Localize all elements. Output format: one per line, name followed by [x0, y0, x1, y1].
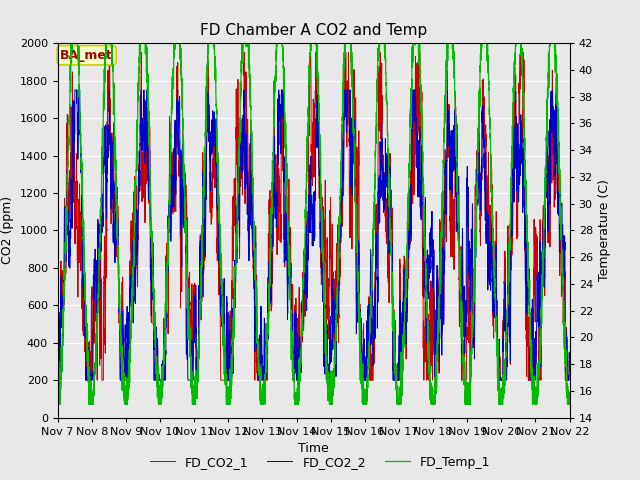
FD_CO2_2 — [54, 359, 61, 364]
FD_CO2_2 — [565, 357, 573, 362]
FD_Temp_1 — [566, 401, 573, 407]
FD_CO2_2 — [146, 160, 154, 166]
FD_CO2_2 — [458, 286, 465, 292]
FD_CO2_1 — [566, 367, 573, 373]
FD_CO2_1 — [294, 348, 302, 353]
FD_CO2_1 — [54, 359, 61, 364]
FD_CO2_2 — [71, 87, 79, 93]
FD_CO2_2 — [566, 355, 573, 361]
FD_CO2_1 — [458, 282, 465, 288]
FD_CO2_1 — [565, 364, 573, 370]
Y-axis label: CO2 (ppm): CO2 (ppm) — [1, 196, 14, 264]
Line: FD_CO2_1: FD_CO2_1 — [58, 52, 570, 380]
X-axis label: Time: Time — [298, 442, 329, 455]
FD_Temp_1 — [146, 169, 154, 175]
FD_CO2_2 — [294, 377, 302, 383]
FD_Temp_1 — [67, 40, 75, 46]
Line: FD_Temp_1: FD_Temp_1 — [58, 43, 570, 404]
Title: FD Chamber A CO2 and Temp: FD Chamber A CO2 and Temp — [200, 23, 428, 38]
FD_Temp_1 — [400, 326, 408, 332]
Text: BA_met: BA_met — [60, 49, 113, 62]
FD_Temp_1 — [565, 390, 573, 396]
FD_Temp_1 — [54, 396, 61, 402]
FD_CO2_1 — [428, 363, 436, 369]
FD_CO2_2 — [56, 377, 64, 383]
FD_CO2_2 — [400, 316, 408, 322]
Legend: FD_CO2_1, FD_CO2_2, FD_Temp_1: FD_CO2_1, FD_CO2_2, FD_Temp_1 — [145, 451, 495, 474]
FD_Temp_1 — [428, 401, 436, 407]
Y-axis label: Temperature (C): Temperature (C) — [598, 180, 611, 281]
Line: FD_CO2_2: FD_CO2_2 — [58, 90, 570, 380]
FD_CO2_1 — [146, 155, 154, 161]
FD_Temp_1 — [294, 401, 302, 407]
FD_CO2_1 — [56, 377, 64, 383]
FD_CO2_2 — [428, 266, 436, 272]
FD_CO2_1 — [106, 49, 113, 55]
FD_CO2_1 — [400, 306, 408, 312]
FD_Temp_1 — [54, 401, 61, 407]
FD_Temp_1 — [458, 334, 465, 340]
